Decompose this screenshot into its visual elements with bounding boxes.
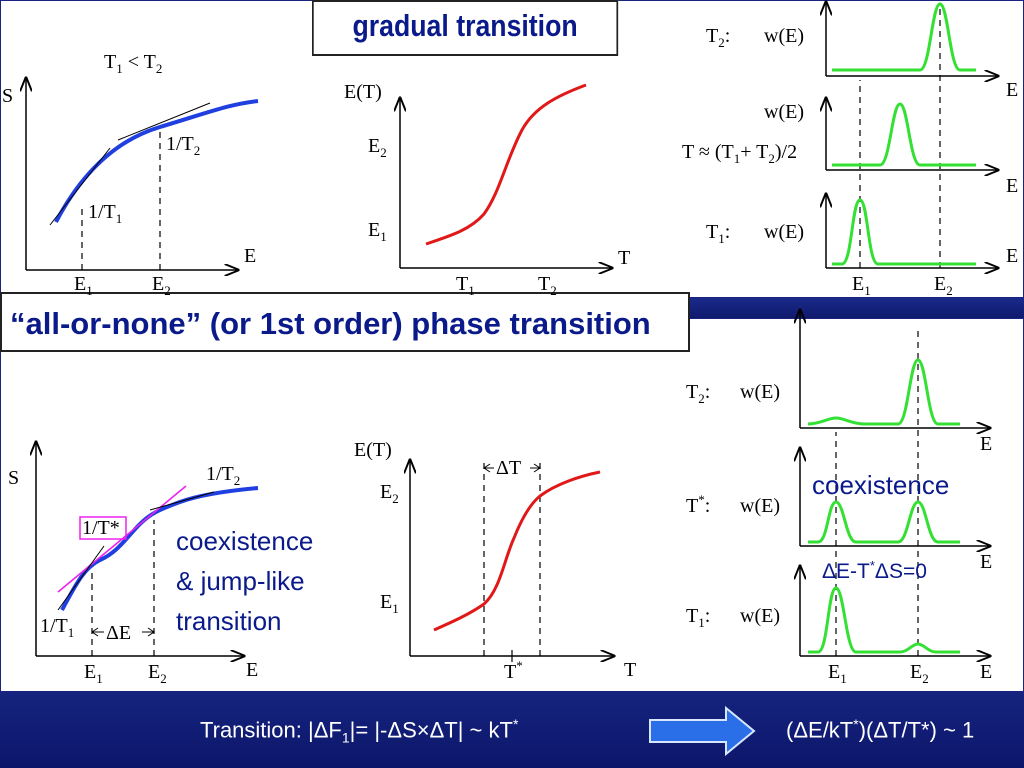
energy-plot-gradual: E(T) T E2 E1 T1 T2 (344, 81, 630, 298)
e2-tick: E2 (368, 135, 387, 160)
e1-tick: E1 (368, 219, 387, 244)
entropy-plot-first-order: S E 1/T* 1/T1 1/T2 ΔE E1 E2 coexistence … (8, 442, 313, 686)
temperature-condition: T1 < T2 (104, 51, 162, 76)
e2-tick: E2 (152, 273, 171, 298)
t-star-tick: T* (504, 658, 523, 683)
tangent-e2 (117, 102, 211, 141)
y-axis-label: S (8, 467, 19, 489)
transition-formula: Transition: |ΔF1|= |-ΔS×ΔT| ~ kT* (200, 716, 519, 746)
distribution-coexistence (808, 500, 960, 544)
coexistence-condition: ΔE-T*ΔS=0 (822, 558, 927, 583)
e1-tick: E1 (74, 273, 93, 298)
delta-e-arrow-left (91, 627, 99, 637)
x-axis-label: E (244, 245, 256, 267)
row2-x-label: E (980, 551, 992, 573)
coexistence-note-2: & jump-like (176, 566, 305, 596)
coexistence-note-3: transition (176, 606, 282, 636)
e2-tick: E2 (380, 481, 399, 506)
y-axis-label: E(T) (354, 439, 392, 461)
e2-tick: E2 (148, 661, 167, 686)
row3-label: T1: (706, 221, 730, 246)
delta-t-label: ΔT (496, 457, 521, 479)
coexistence-note-1: coexistence (176, 526, 313, 556)
row2-wE: w(E) (740, 495, 780, 517)
entropy-curve (54, 99, 259, 223)
delta-t-arrow-left (483, 463, 491, 473)
tangent-e1 (57, 545, 105, 611)
gradual-transition-title: gradual transition (312, 0, 619, 56)
x-axis-label: T (618, 247, 630, 269)
t2-tick: T2 (538, 273, 557, 298)
tangent-e2 (149, 491, 215, 511)
slope-2-label: 1/T2 (166, 133, 200, 158)
footer-band (0, 692, 1024, 768)
y-axis-label: E(T) (344, 81, 382, 103)
y-axis-label: S (2, 85, 13, 107)
e2-tick: E2 (934, 273, 953, 298)
row1-label: T2: (706, 25, 730, 50)
row1-wE: w(E) (764, 25, 804, 47)
e1-tick: E1 (828, 661, 847, 686)
delta-t-bg (494, 457, 530, 477)
e2-tick: E2 (910, 661, 929, 686)
delta-e-label: ΔE (106, 622, 131, 644)
distribution-plot-first-order: T2: w(E) T*: w(E) T1: w(E) E E E E1 E2 c… (686, 310, 992, 686)
row2-label: T*: (686, 492, 710, 517)
tangent-label-box (79, 516, 127, 540)
energy-curve (433, 470, 601, 632)
t1-tick: T1 (456, 273, 475, 298)
row1-wE: w(E) (740, 381, 780, 403)
energy-curve (425, 83, 587, 246)
distribution-t2 (807, 358, 960, 426)
delta-e-bg (104, 622, 142, 642)
slope-2-label: 1/T2 (206, 463, 240, 488)
row1-x-label: E (1006, 79, 1018, 101)
energy-plot-first-order: E(T) T E2 E1 ΔT T* (354, 439, 636, 683)
entropy-plot-gradual: S E T1 < T2 1/T1 1/T2 E1 E2 (2, 51, 259, 298)
coexistence-condition-formula: (ΔE/kT*)(ΔT/T*) ~ 1 (786, 716, 975, 743)
distribution-plot-gradual: T2: w(E) w(E) T ≈ (T1+ T2)/2 T1: w(E) E … (682, 2, 1018, 298)
row1-x-label: E (980, 433, 992, 455)
delta-e-arrow-right (147, 627, 155, 637)
row3-wE: w(E) (764, 221, 804, 243)
distribution-t1 (832, 198, 976, 266)
row2-label: T ≈ (T1+ T2)/2 (682, 141, 797, 166)
row2-x-label: E (1006, 175, 1018, 197)
e1-tick: E1 (84, 661, 103, 686)
row3-x-label: E (980, 661, 992, 683)
implies-arrow-icon (649, 706, 756, 756)
first-order-transition-title: “all-or-none” (or 1st order) phase trans… (0, 292, 690, 352)
delta-t-arrow-right (533, 463, 541, 473)
e1-tick: E1 (380, 591, 399, 616)
row2-wE: w(E) (764, 101, 804, 123)
slope-1-label: 1/T1 (40, 615, 74, 640)
distribution-mid (832, 102, 976, 167)
row3-x-label: E (1006, 245, 1018, 267)
distribution-t1 (808, 586, 960, 654)
distribution-t2 (832, 2, 976, 72)
x-axis-label: T (624, 659, 636, 681)
x-axis-label: E (246, 659, 258, 681)
slope-1-label: 1/T1 (88, 201, 122, 226)
coexistence-label: coexistence (812, 470, 949, 500)
e1-tick: E1 (852, 273, 871, 298)
row1-label: T2: (686, 381, 710, 406)
row3-label: T1: (686, 605, 710, 630)
row3-wE: w(E) (740, 605, 780, 627)
slope-star-label: 1/T* (82, 517, 120, 539)
tangent-e1 (49, 147, 111, 226)
